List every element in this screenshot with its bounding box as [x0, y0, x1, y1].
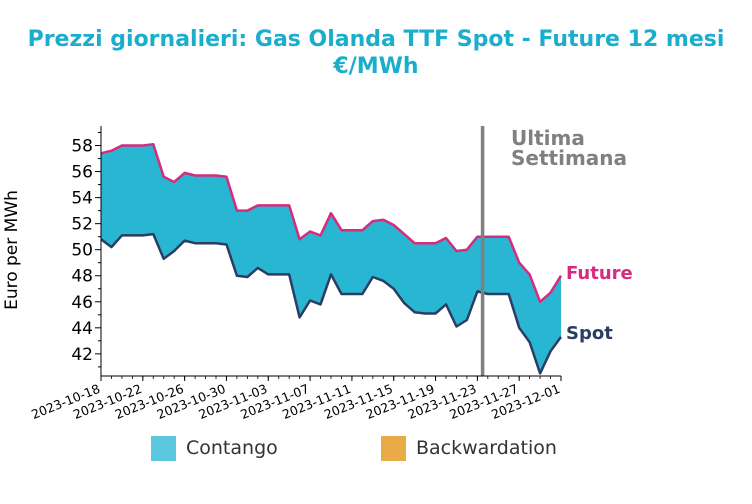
contango-spread-area [101, 144, 561, 374]
y-tick-label: 58 [71, 137, 93, 157]
legend-swatch-contango [151, 435, 176, 461]
future-series-label: Future [566, 263, 633, 284]
chart-subtitle: €/MWh [333, 54, 419, 79]
last-week-label-line1: Ultima [511, 126, 585, 150]
spot-series-label: Spot [566, 323, 613, 344]
y-tick-label: 54 [71, 189, 93, 209]
y-tick-label: 46 [71, 293, 93, 313]
y-tick-label: 56 [71, 163, 93, 183]
legend-item-contango: Contango [151, 435, 278, 461]
last-week-label-line2: Settimana [511, 146, 627, 170]
chart-title: Prezzi giornalieri: Gas Olanda TTF Spot … [27, 27, 725, 52]
y-tick-label: 52 [71, 215, 93, 235]
y-axis-label: Euro per MWh [2, 190, 22, 310]
y-tick-label: 42 [71, 345, 93, 365]
spread-fill-layer [101, 144, 561, 374]
legend-label-contango: Contango [186, 437, 278, 459]
legend-item-backwardation: Backwardation [381, 435, 557, 461]
y-tick-label: 48 [71, 267, 93, 287]
legend-label-backwardation: Backwardation [416, 437, 557, 459]
y-tick-label: 44 [71, 319, 93, 339]
legend-swatch-backwardation [381, 435, 406, 461]
y-tick-label: 50 [71, 241, 93, 261]
